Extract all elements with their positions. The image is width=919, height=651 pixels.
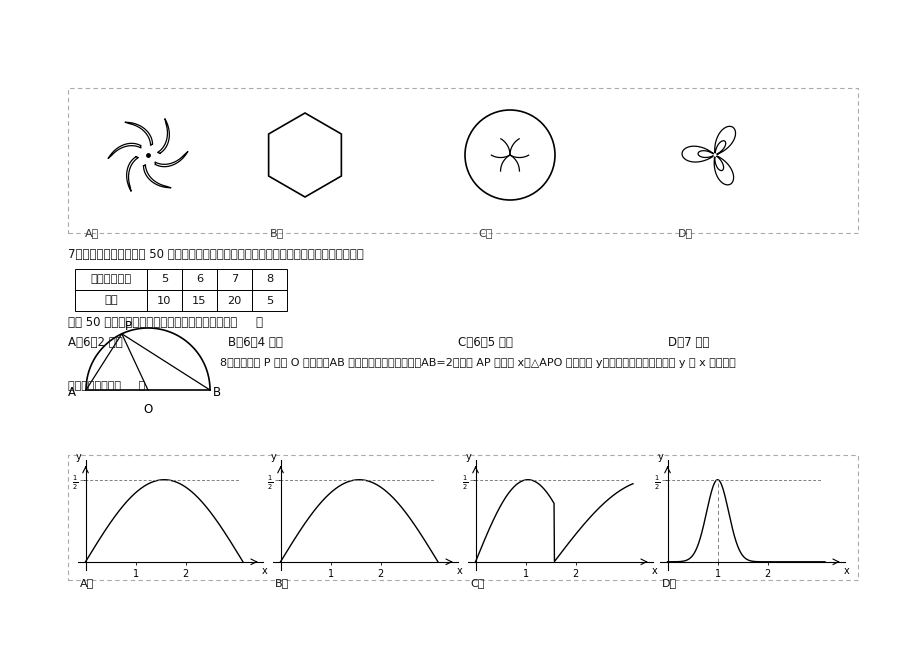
Bar (217, 290, 252, 311)
Bar (147, 290, 182, 311)
Polygon shape (155, 152, 187, 167)
Text: 7．某中学随机地调查了 50 名学生，了解他们一周在校的体育锅炼时间，结果如下表所示：: 7．某中学随机地调查了 50 名学生，了解他们一周在校的体育锅炼时间，结果如下表… (68, 248, 363, 261)
Bar (68, 88, 857, 233)
Polygon shape (127, 157, 138, 191)
Text: 10: 10 (157, 296, 172, 305)
Text: 7: 7 (231, 275, 238, 284)
Text: 8．如图，点 P 是以 O 为圆心，AB 为直径的半圆上的动点，AB=2．设弧 AP 的长为 x，△APO 的面积为 y，则下列图象中，能表示 y 与 x 的函: 8．如图，点 P 是以 O 为圆心，AB 为直径的半圆上的动点，AB=2．设弧 … (220, 358, 735, 368)
Text: A．: A． (80, 578, 94, 588)
Bar (147, 269, 182, 290)
Text: O: O (143, 403, 153, 416)
Polygon shape (143, 165, 171, 187)
Text: A．6．2 小时: A．6．2 小时 (68, 336, 122, 349)
Text: 20: 20 (227, 296, 242, 305)
Text: B．6．4 小时: B．6．4 小时 (228, 336, 282, 349)
Polygon shape (157, 118, 169, 154)
Bar (68, 455, 857, 580)
Text: D．: D． (677, 228, 692, 238)
Polygon shape (108, 143, 141, 158)
Bar (252, 269, 287, 290)
Bar (75, 290, 147, 311)
Text: y: y (270, 452, 277, 462)
Text: x: x (262, 566, 267, 576)
Text: P: P (125, 320, 131, 333)
Text: A．: A． (85, 228, 99, 238)
Text: C．6．5 小时: C．6．5 小时 (458, 336, 512, 349)
Text: D．7 小时: D．7 小时 (667, 336, 709, 349)
Polygon shape (125, 122, 153, 145)
Text: 则这 50 名学生这一周在校的平均体育锅炼时间是（     ）: 则这 50 名学生这一周在校的平均体育锅炼时间是（ ） (68, 316, 263, 329)
Bar (182, 290, 217, 311)
Text: y: y (465, 452, 471, 462)
Polygon shape (714, 126, 735, 154)
Text: 人数: 人数 (104, 296, 118, 305)
Text: x: x (652, 566, 657, 576)
Text: x: x (843, 566, 849, 576)
Text: 时间（小时）: 时间（小时） (90, 275, 131, 284)
Text: 8: 8 (266, 275, 273, 284)
Text: B．: B． (269, 228, 284, 238)
Text: y: y (657, 452, 663, 462)
Bar (217, 269, 252, 290)
Bar (252, 290, 287, 311)
Text: D．: D． (662, 578, 676, 588)
Text: 系的图象大致是（     ）: 系的图象大致是（ ） (68, 381, 145, 391)
Text: 5: 5 (266, 296, 273, 305)
Polygon shape (713, 156, 732, 185)
Text: C．: C． (478, 228, 492, 238)
Text: B．: B． (275, 578, 289, 588)
Text: y: y (75, 452, 82, 462)
Text: C．: C． (470, 578, 483, 588)
Text: A: A (68, 385, 76, 398)
Text: 6: 6 (196, 275, 203, 284)
Text: x: x (457, 566, 462, 576)
Polygon shape (681, 146, 712, 162)
Text: 15: 15 (192, 296, 207, 305)
Text: B: B (213, 385, 221, 398)
Text: 5: 5 (161, 275, 168, 284)
Bar (182, 269, 217, 290)
Bar (75, 269, 147, 290)
